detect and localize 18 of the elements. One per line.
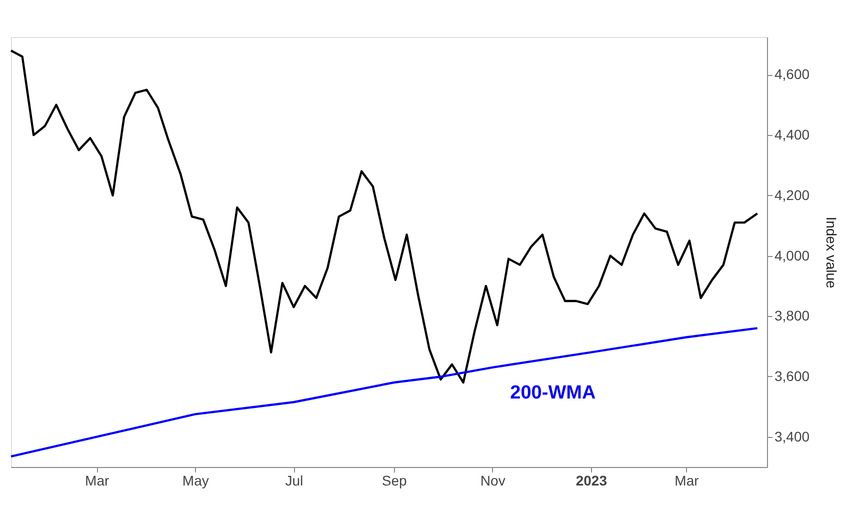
y-tick-label: 4,000 xyxy=(774,247,810,264)
x-tick-label: May xyxy=(182,472,209,488)
x-tick-label: Mar xyxy=(85,472,110,488)
x-tick-label: Sep xyxy=(382,472,408,488)
y-tick-label: 4,600 xyxy=(774,66,810,82)
x-tick-label: Jul xyxy=(285,472,304,488)
y-axis-title: Index value xyxy=(824,216,840,289)
series-label: 200-WMA xyxy=(510,382,596,404)
x-tick-label: Nov xyxy=(480,472,506,488)
line-series xyxy=(10,327,758,458)
y-tick-label: 4,200 xyxy=(774,186,810,203)
x-tick-label: 2023 xyxy=(576,472,608,488)
y-tick-label: 3,600 xyxy=(774,368,810,384)
y-tick-label: 3,800 xyxy=(774,308,810,324)
line-series xyxy=(10,49,758,384)
x-tick-label: Mar xyxy=(674,472,700,488)
y-tick-label: 4,400 xyxy=(774,126,810,143)
y-tick-label: 3,400 xyxy=(774,428,810,444)
